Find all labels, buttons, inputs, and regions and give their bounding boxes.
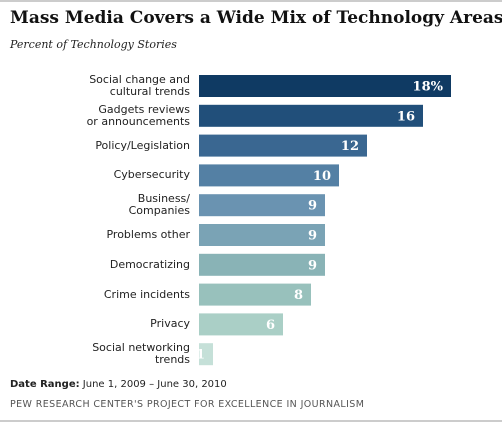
category-label: Social networking trends	[92, 341, 190, 367]
value-label: 10	[313, 169, 331, 184]
value-label: 1	[196, 348, 205, 363]
category-label: Gadgets reviews or announcements	[86, 102, 190, 128]
value-label: 9	[308, 229, 317, 244]
bar	[199, 224, 325, 246]
category-label: Crime incidents	[103, 287, 190, 301]
date-range-value: June 1, 2009 – June 30, 2010	[82, 379, 227, 390]
category-label: Social change and cultural trends	[89, 73, 190, 98]
category-label: Cybersecurity	[113, 168, 190, 182]
value-label: 12	[341, 139, 359, 154]
value-label: 16	[397, 109, 415, 124]
source: PEW RESEARCH CENTER'S PROJECT FOR EXCELL…	[10, 399, 365, 410]
value-label: 8	[294, 288, 303, 303]
date-range: Date Range: June 1, 2009 – June 30, 2010	[10, 379, 227, 390]
value-label: 6	[266, 318, 275, 333]
chart-title: Mass Media Covers a Wide Mix of Technolo…	[10, 8, 502, 28]
value-label: 9	[308, 199, 317, 214]
bar	[199, 343, 213, 366]
value-label: 9	[308, 258, 317, 273]
value-label: 18%	[413, 80, 444, 95]
category-label: Privacy	[150, 317, 190, 331]
bar	[199, 134, 367, 157]
bar	[199, 104, 423, 127]
bar	[199, 253, 325, 276]
chart-subtitle: Percent of Technology Stories	[10, 38, 177, 51]
bar	[199, 283, 311, 306]
date-range-label: Date Range:	[10, 379, 80, 390]
bar	[199, 194, 325, 217]
category-label: Business/ Companies	[128, 192, 190, 218]
bar	[199, 313, 283, 336]
category-label: Democratizing	[109, 257, 190, 271]
bar	[199, 75, 451, 97]
category-label: Problems other	[106, 228, 190, 241]
category-label: Policy/Legislation	[95, 138, 190, 152]
bar	[199, 164, 339, 187]
